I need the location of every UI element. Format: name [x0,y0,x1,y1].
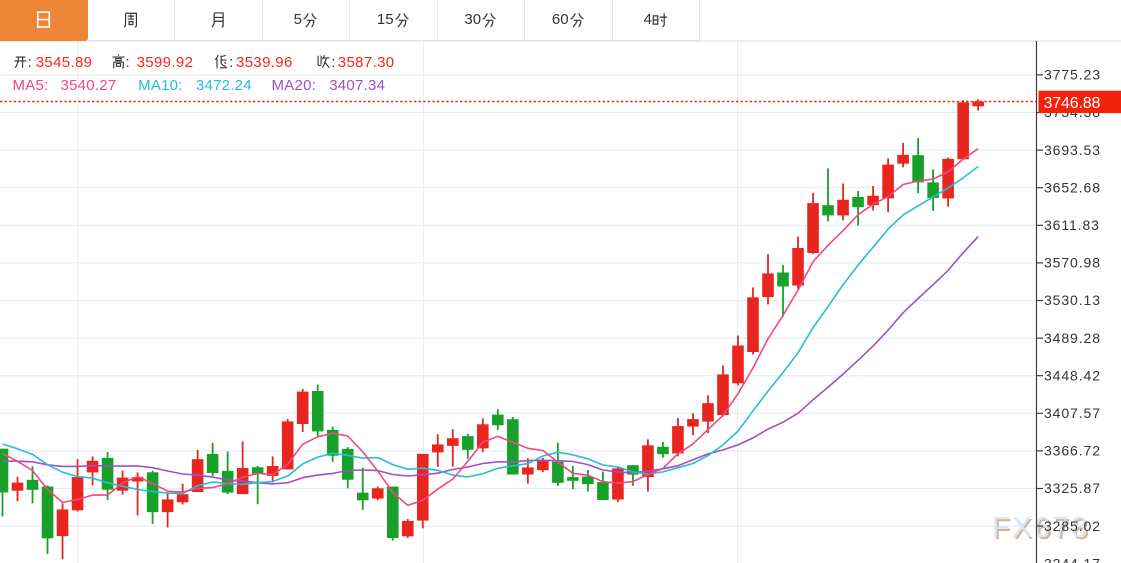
svg-text:3407.57: 3407.57 [1044,405,1101,421]
svg-text:3285.02: 3285.02 [1044,518,1101,534]
svg-text:3325.87: 3325.87 [1044,480,1101,496]
svg-text:FX678: FX678 [992,512,1090,544]
svg-text:FX678: FX678 [994,514,1092,546]
svg-text:3448.42: 3448.42 [1044,367,1101,383]
svg-text:3570.98: 3570.98 [1044,255,1101,271]
svg-text:3652.68: 3652.68 [1044,179,1101,195]
svg-text:3244.17: 3244.17 [1044,555,1101,563]
svg-text:3530.13: 3530.13 [1044,292,1101,308]
svg-text:3366.72: 3366.72 [1044,443,1101,459]
svg-text:3693.53: 3693.53 [1044,142,1101,158]
svg-text:3775.23: 3775.23 [1044,67,1101,83]
svg-text:3611.83: 3611.83 [1044,217,1100,233]
svg-text:3489.28: 3489.28 [1044,330,1101,346]
svg-text:3746.88: 3746.88 [1044,95,1101,112]
